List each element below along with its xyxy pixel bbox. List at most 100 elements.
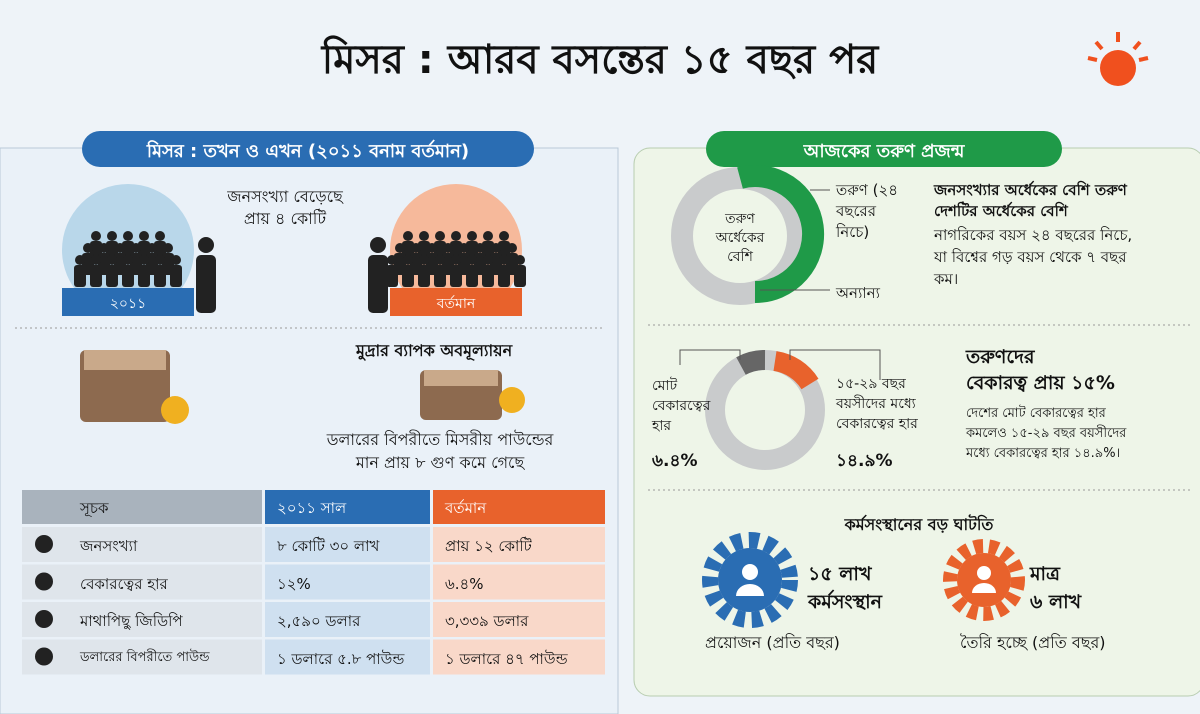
line: কর্মসংস্থান <box>808 591 882 613</box>
line: বছরের <box>836 202 876 220</box>
right-heading-bg <box>706 131 1062 167</box>
person <box>403 231 413 241</box>
person <box>419 231 429 241</box>
person <box>131 243 141 253</box>
unemp-headline: তরুণদের বেকারত্ব প্রায় ১৫% <box>966 344 1115 396</box>
line: মান প্রায় ৮ গুণ কমে গেছে <box>355 453 525 472</box>
line: বেকারত্বের হার <box>836 416 918 432</box>
line: নিচে) <box>836 223 870 241</box>
need-caption: প্রয়োজন (প্রতি বছর) <box>705 633 840 652</box>
row-bg <box>433 564 605 600</box>
person <box>419 255 429 265</box>
table-cell: সূচক <box>80 499 109 517</box>
row-icon <box>35 572 53 591</box>
person <box>387 255 397 265</box>
person <box>122 265 134 287</box>
person <box>499 255 509 265</box>
table-cell: ১২% <box>277 574 311 593</box>
sun-logo <box>1087 32 1149 86</box>
row-bg <box>265 564 430 600</box>
person <box>507 243 517 253</box>
line: কমলেও ১৫-২৯ বছর বয়সীদের <box>966 426 1127 441</box>
person <box>75 255 85 265</box>
table-cell: ডলারের বিপরীতে পাউন্ড <box>80 649 210 665</box>
person <box>435 231 445 241</box>
person <box>107 255 117 265</box>
person <box>139 231 149 241</box>
youth-text: নাগরিকের বয়স ২৪ বছরের নিচে, যা বিশ্বের গ… <box>934 224 1132 290</box>
jobs-made: মাত্র ৬ লাখ <box>1030 560 1081 616</box>
line: প্রায় ৪ কোটি <box>243 209 327 228</box>
person <box>99 243 109 253</box>
person <box>91 255 101 265</box>
person <box>499 231 509 241</box>
person <box>386 265 398 287</box>
total-value: ৬.৪% <box>652 451 698 471</box>
row-bg <box>265 602 430 637</box>
person <box>451 231 461 241</box>
person <box>155 231 165 241</box>
person <box>123 231 133 241</box>
row-icon <box>35 647 53 666</box>
table-cell: বেকারত্বের হার <box>80 574 168 593</box>
gear-made <box>943 539 1025 621</box>
table-cell: মাথাপিছু জিডিপি <box>80 612 183 630</box>
person <box>411 243 421 253</box>
row-bg <box>22 527 262 562</box>
person <box>482 265 494 287</box>
line: অর্ধেকের <box>715 230 765 246</box>
person <box>155 255 165 265</box>
person <box>450 265 462 287</box>
line: দেশের মোট বেকারত্বের হার <box>966 406 1106 421</box>
line: তরুণ (২৪ <box>836 181 898 199</box>
table-cell: ২০১১ সাল <box>277 499 347 517</box>
donut-unemployment <box>679 349 881 470</box>
row-bg <box>433 639 605 675</box>
line: বেশি <box>727 249 753 265</box>
person <box>91 231 101 241</box>
person <box>154 265 166 287</box>
total-label: মোট বেকারত্বের হার <box>652 376 710 436</box>
person <box>514 265 526 287</box>
row-icon <box>35 610 53 628</box>
person <box>402 265 414 287</box>
person <box>491 243 501 253</box>
table-cell: ২,৫৯০ ডলার <box>277 612 361 630</box>
line: তরুণদের <box>966 346 1035 368</box>
person <box>475 243 485 253</box>
th-bg <box>265 490 430 524</box>
donut-youth <box>671 165 830 305</box>
person <box>107 231 117 241</box>
person <box>443 243 453 253</box>
line: হার <box>652 418 672 434</box>
th-bg <box>433 490 605 524</box>
person <box>123 255 133 265</box>
table-cell: ১ ডলারে ৫.৮ পাউন্ড <box>277 649 405 668</box>
person <box>170 265 182 287</box>
made-caption: তৈরি হচ্ছে (প্রতি বছর) <box>960 633 1106 652</box>
line: জনসংখ্যার অর্ধেকের বেশি তরুণ <box>934 181 1127 199</box>
line: ১৫ লাখ <box>808 563 872 585</box>
label-now: বর্তমান <box>436 296 476 312</box>
table-cell: ৮ কোটি ৩০ লাখ <box>277 537 380 555</box>
crowd-icons <box>74 231 526 313</box>
band-now <box>390 288 522 316</box>
person <box>74 265 86 287</box>
left-heading-bg <box>82 131 534 167</box>
person <box>435 255 445 265</box>
table-cell: ৩,৩৩৯ ডলার <box>445 612 529 630</box>
youth-headline: জনসংখ্যার অর্ধেকের বেশি তরুণ দেশটির অর্ধে… <box>934 180 1127 222</box>
person <box>171 255 181 265</box>
jobs-title: কর্মসংস্থানের বড় ঘাটতি <box>844 515 994 534</box>
legend-other: অন্যান্য <box>836 284 880 302</box>
row-bg <box>433 527 605 562</box>
line: নাগরিকের বয়স ২৪ বছরের নিচে, <box>934 226 1133 244</box>
line: মোট <box>652 378 678 394</box>
row-bg <box>265 639 430 675</box>
line: মাত্র <box>1030 563 1061 585</box>
row-icon <box>35 535 53 553</box>
youth-unemp-label: ১৫-২৯ বছর বয়সীদের মধ্যে বেকারত্বের হার <box>836 374 918 434</box>
line: তরুণ <box>725 211 755 227</box>
